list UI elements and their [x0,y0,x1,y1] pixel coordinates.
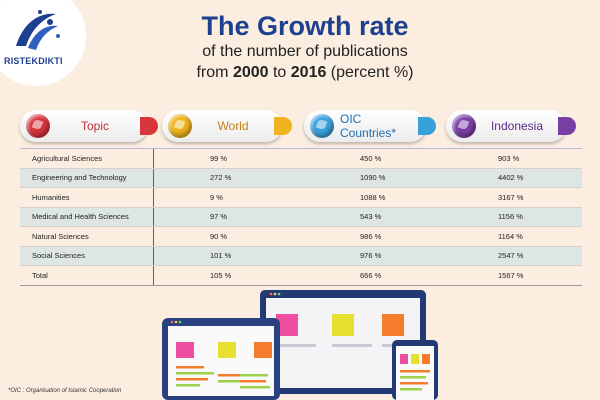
laptop-icon [162,318,280,400]
indonesia-tab-icon [558,117,576,135]
oic-cell: 450 % [360,153,382,163]
header-world-label: World [217,119,249,133]
world-cell: 99 % [210,153,228,163]
indonesia-cell: 903 % [498,153,520,163]
world-cell: 90 % [210,231,228,241]
header-topic-label: Topic [80,119,109,133]
devices-illustration [162,290,438,400]
header-oic: OIC Countries* [304,110,436,142]
topic-cell: Agricultural Sciences [20,149,154,168]
world-cell: 9 % [210,192,223,202]
indonesia-cell: 1164 % [498,231,523,241]
oic-orb-icon [310,114,334,138]
logo-swoosh-icon [16,10,60,50]
oic-cell: 543 % [360,212,382,222]
subtitle-line-2: from 2000 to 2016 (percent %) [150,62,460,83]
table-row: Medical and Health Sciences 97 % 543 % 1… [20,207,582,227]
topic-tab-icon [140,117,158,135]
indonesia-cell: 1567 % [498,270,524,280]
topic-cell: Natural Sciences [20,227,154,246]
topic-orb-icon [26,114,50,138]
table-row-total: Total 105 % 666 % 1567 % [20,266,582,286]
topic-cell: Medical and Health Sciences [20,207,154,226]
oic-tab-icon [418,117,436,135]
logo-text: RISTEKDIKTI [4,56,63,66]
subtitle-line-1: of the number of publications [202,43,408,60]
title-block: The Growth rate of the number of publica… [150,10,460,83]
header-oic-label: OIC Countries* [340,112,397,140]
oic-cell: 1088 % [360,192,386,202]
topic-cell: Humanities [20,188,154,207]
indonesia-cell: 2547 % [498,251,524,261]
subtitle-to: to [268,64,291,81]
table-row: Engineering and Technology 272 % 1090 % … [20,168,582,188]
page-title: The Growth rate [201,11,409,41]
indonesia-cell: 4402 % [498,173,524,183]
world-tab-icon [274,117,292,135]
indonesia-cell: 1156 % [498,212,523,222]
oic-cell: 666 % [360,270,382,280]
growth-table: Agricultural Sciences 99 % 450 % 903 % E… [20,148,582,286]
topic-cell: Total [20,266,154,285]
header-topic: Topic [20,110,158,142]
world-cell: 105 % [210,270,232,280]
table-row: Agricultural Sciences 99 % 450 % 903 % [20,149,582,169]
header-indonesia: Indonesia [446,110,576,142]
world-cell: 101 % [210,251,232,261]
indonesia-cell: 3167 % [498,192,524,202]
subtitle-from: from [196,64,233,81]
footnote: *OIC : Organisation of Islamic Cooperati… [8,388,122,394]
indonesia-orb-icon [452,114,476,138]
subtitle-unit: (percent %) [326,64,414,81]
world-orb-icon [168,114,192,138]
header-indonesia-label: Indonesia [490,119,544,133]
oic-cell: 1090 % [360,173,386,183]
oic-cell: 986 % [360,231,382,241]
phone-icon [392,340,438,400]
ristekdikti-logo: RISTEKDIKTI [0,0,86,86]
subtitle-year-end: 2016 [290,64,327,81]
table-row: Natural Sciences 90 % 986 % 1164 % [20,227,582,247]
topic-cell: Social Sciences [20,246,154,265]
world-cell: 97 % [210,212,228,222]
header-world: World [162,110,292,142]
table-row: Social Sciences 101 % 976 % 2547 % [20,246,582,266]
table-row: Humanities 9 % 1088 % 3167 % [20,188,582,208]
oic-cell: 976 % [360,251,382,261]
topic-cell: Engineering and Technology [20,168,154,187]
subtitle-year-start: 2000 [232,64,269,81]
world-cell: 272 % [210,173,232,183]
